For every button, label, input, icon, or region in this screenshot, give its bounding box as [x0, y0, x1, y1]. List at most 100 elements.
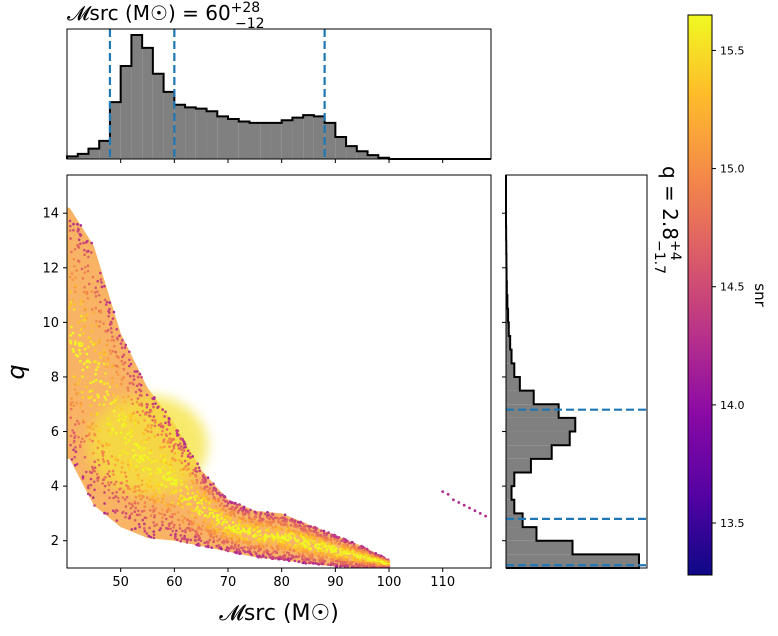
scatter-point: [136, 410, 139, 414]
scatter-point: [69, 416, 72, 420]
colorbar: 13.5 14.0 14.5 15.0 15.5 snr: [687, 14, 769, 576]
main-x-label: 𝓜src (M☉): [219, 601, 339, 626]
scatter-point: [150, 495, 154, 498]
scatter-point: [335, 565, 339, 568]
scatter-point: [179, 534, 183, 537]
scatter-point: [284, 528, 288, 531]
scatter-point: [84, 292, 87, 295]
scatter-point: [85, 250, 89, 253]
scatter-point: [106, 362, 110, 366]
scatter-point: [74, 450, 78, 454]
top-hist-bar: [109, 102, 121, 159]
scatter-point: [229, 528, 233, 532]
scatter-point: [174, 484, 178, 487]
scatter-point: [73, 286, 77, 289]
scatter-point: [95, 324, 98, 328]
scatter-point: [332, 553, 336, 557]
scatter-point: [209, 483, 212, 486]
scatter-point: [173, 537, 177, 540]
scatter-point: [148, 509, 152, 512]
scatter-point: [151, 510, 155, 514]
scatter-point: [269, 553, 273, 556]
scatter-point: [114, 495, 118, 498]
scatter-point: [253, 515, 257, 519]
scatter-point: [164, 485, 168, 488]
right-hist-bar: [506, 363, 515, 377]
scatter-point: [102, 348, 106, 352]
scatter-point: [259, 511, 263, 514]
scatter-point: [140, 449, 143, 453]
scatter-point: [196, 534, 200, 537]
scatter-point: [112, 339, 116, 342]
scatter-point: [230, 545, 233, 548]
scatter-point: [75, 269, 78, 272]
scatter-point: [106, 472, 109, 476]
scatter-point: [224, 526, 228, 529]
scatter-point: [96, 458, 100, 462]
scatter-point: [304, 549, 308, 552]
scatter-point: [137, 489, 141, 492]
scatter-point: [182, 495, 185, 498]
scatter-point: [143, 522, 146, 526]
scatter-point: [359, 556, 362, 560]
scatter-point: [306, 541, 309, 545]
scatter-point: [119, 342, 123, 345]
scatter-point: [233, 545, 236, 548]
scatter-point: [83, 286, 86, 289]
scatter-point: [96, 413, 99, 417]
scatter-point: [174, 532, 177, 536]
scatter-point: [202, 506, 205, 509]
scatter-point: [148, 526, 151, 530]
scatter-point: [219, 513, 222, 517]
scatter-point: [134, 495, 138, 499]
scatter-point: [229, 526, 233, 530]
scatter-point: [122, 367, 126, 371]
scatter-point: [121, 425, 125, 428]
scatter-point: [220, 502, 223, 505]
scatter-point: [273, 535, 276, 538]
scatter-point: [112, 393, 115, 397]
scatter-point: [111, 365, 114, 369]
scatter-point: [295, 555, 298, 558]
scatter-point: [238, 550, 242, 553]
scatter-point: [157, 487, 160, 490]
scatter-point: [196, 531, 199, 535]
top-hist-bar: [367, 155, 379, 159]
scatter-point: [260, 555, 263, 559]
right-hist-bar: [506, 486, 512, 500]
scatter-point: [83, 271, 87, 274]
scatter-point: [347, 561, 350, 564]
scatter-point: [109, 481, 113, 484]
scatter-point: [194, 509, 197, 513]
scatter-point: [181, 506, 184, 509]
scatter-point: [119, 431, 123, 435]
scatter-point: [183, 459, 187, 463]
scatter-point: [78, 333, 82, 337]
scatter-point: [80, 267, 84, 271]
scatter-point: [337, 554, 341, 558]
scatter-point: [308, 527, 311, 531]
scatter-point: [153, 514, 156, 517]
scatter-point: [265, 549, 269, 552]
scatter-point: [309, 547, 313, 550]
scatter-point: [158, 490, 161, 494]
scatter-point: [386, 560, 390, 564]
scatter-point: [277, 557, 280, 561]
scatter-point: [97, 362, 101, 365]
scatter-point: [271, 547, 275, 550]
right-title: q = 2.8+4: [658, 166, 683, 261]
scatter-point: [219, 547, 223, 551]
main-axes-frame: [66, 174, 492, 569]
scatter-point: [161, 408, 164, 411]
scatter-point: [267, 530, 271, 533]
scatter-point: [287, 526, 291, 530]
scatter-point: [89, 340, 93, 344]
scatter-point: [91, 439, 94, 443]
scatter-point: [138, 454, 141, 458]
scatter-point: [266, 542, 270, 545]
scatter-point: [123, 400, 127, 404]
scatter-point: [274, 528, 277, 531]
scatter-point: [186, 492, 190, 495]
scatter-point: [82, 241, 85, 245]
